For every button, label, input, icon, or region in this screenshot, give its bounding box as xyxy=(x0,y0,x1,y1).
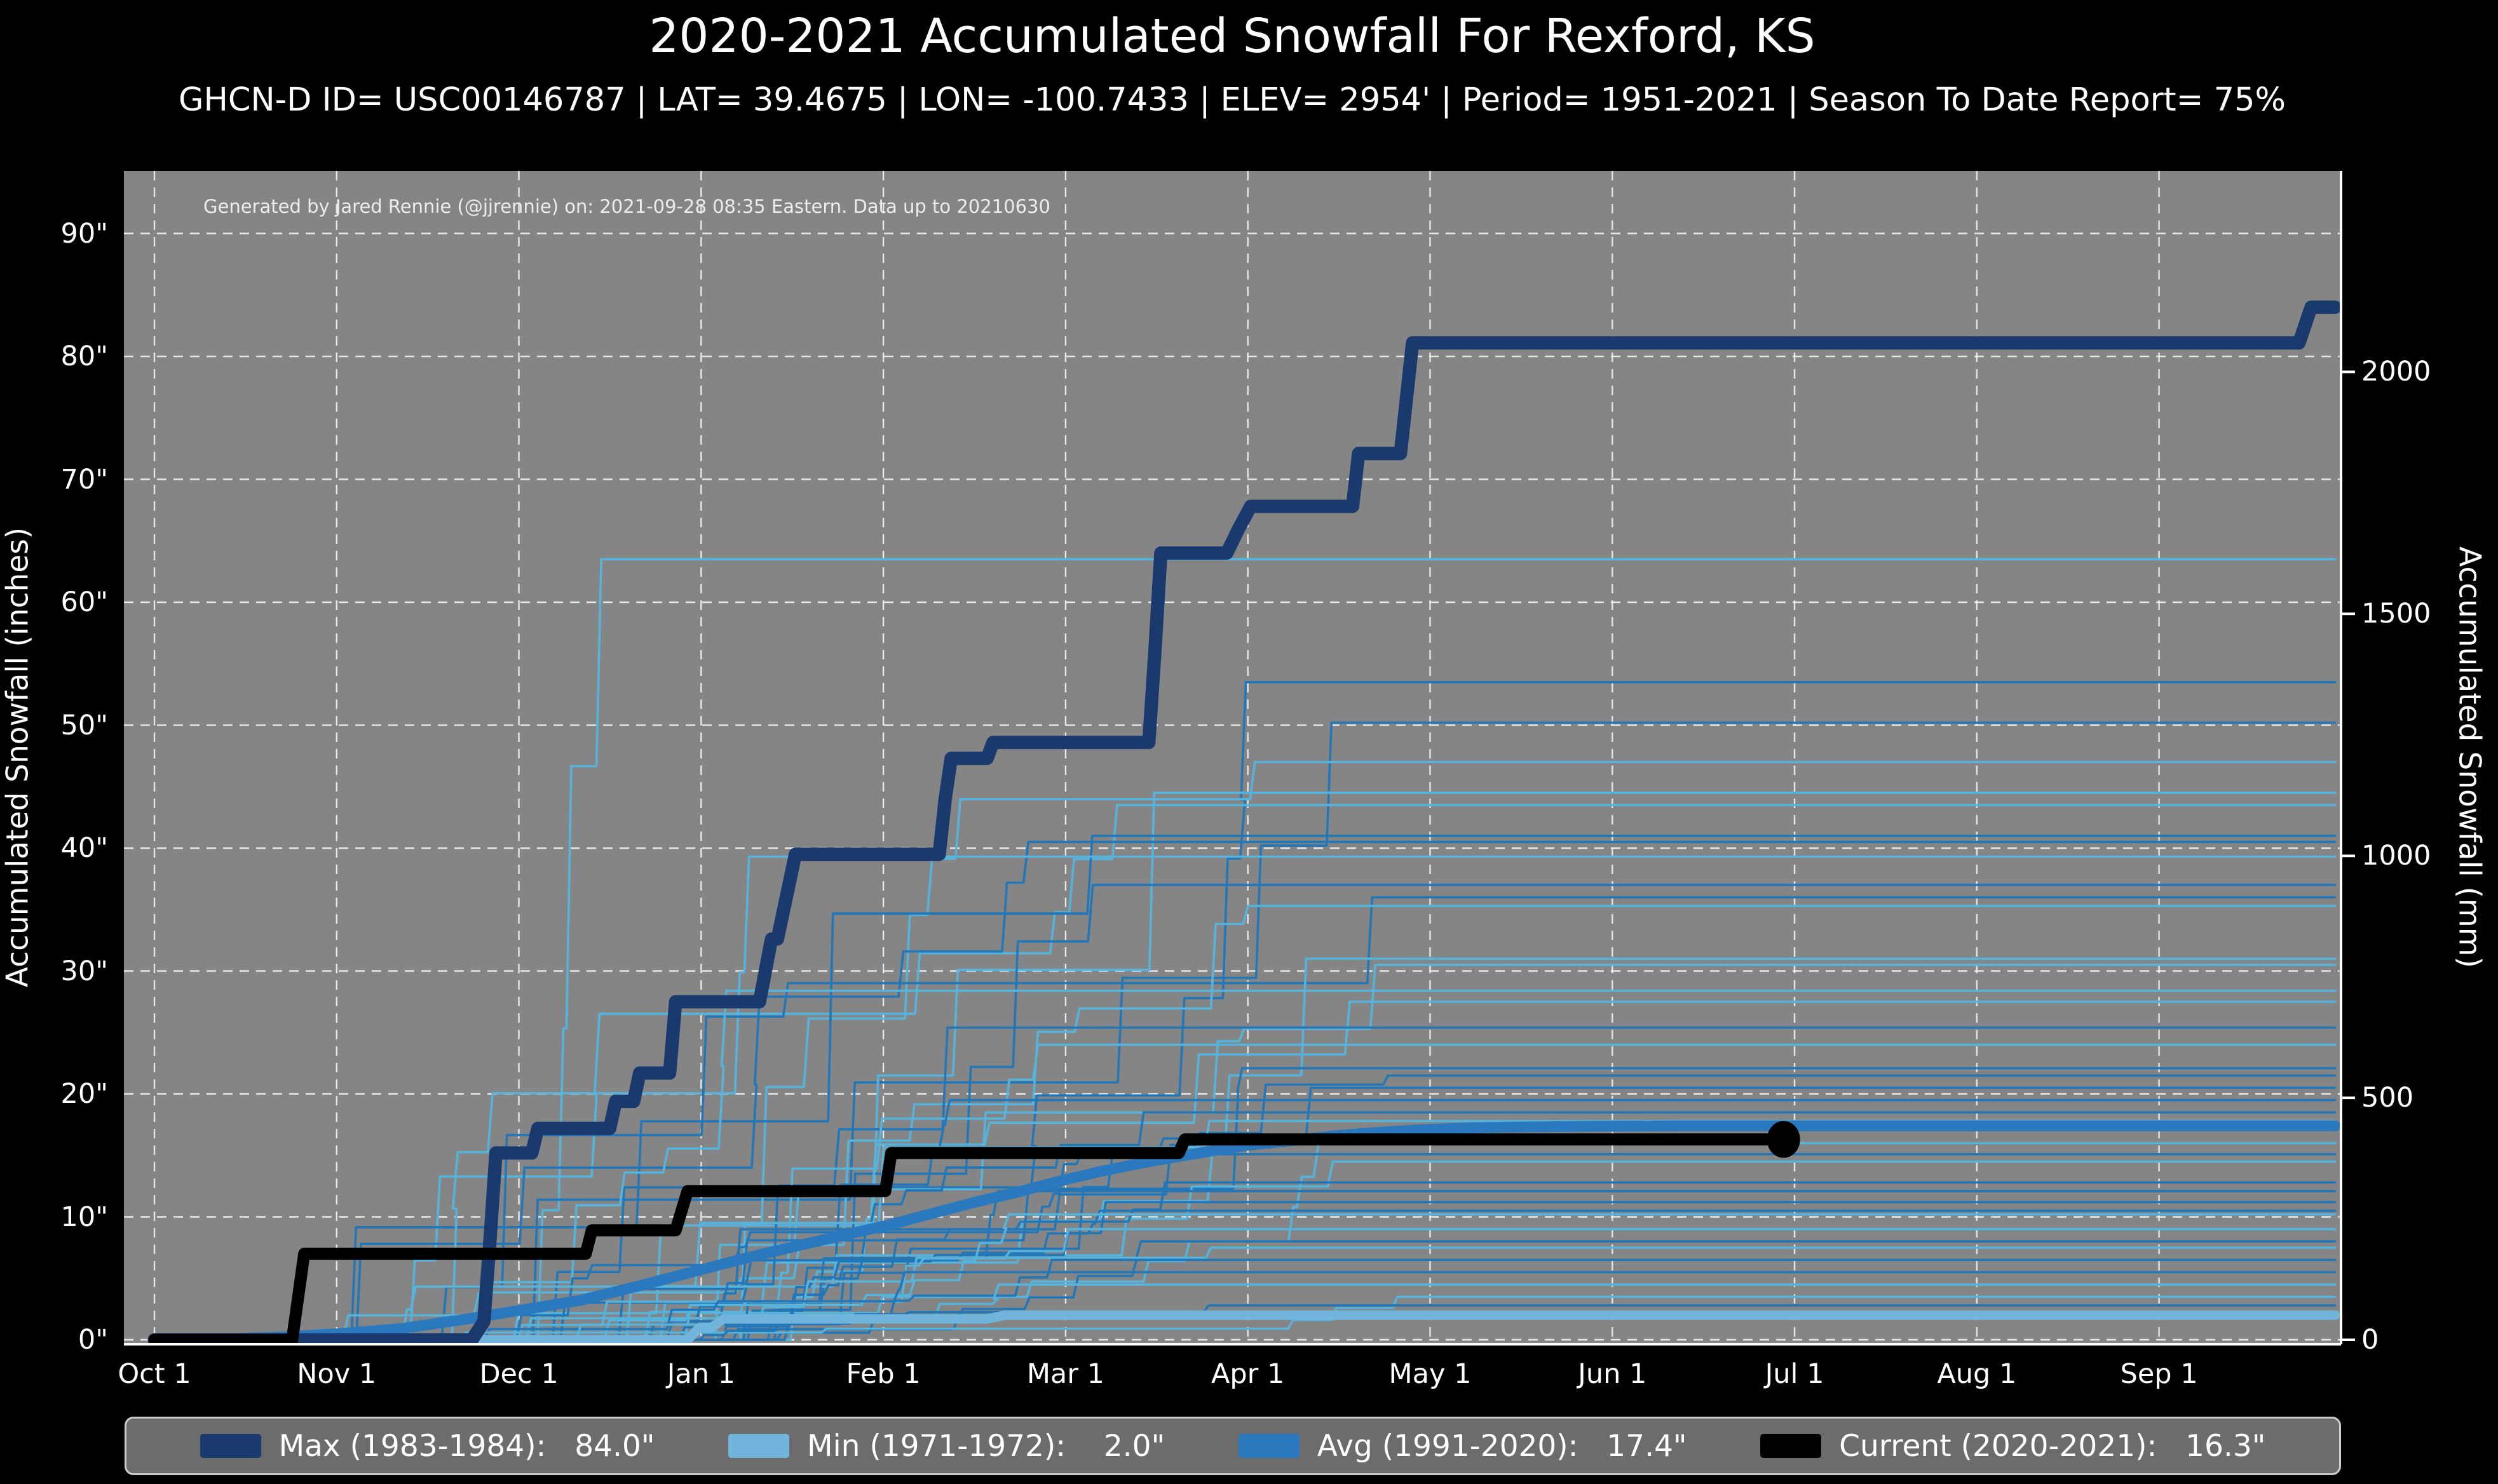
y-tick-label-inches: 60" xyxy=(60,586,109,618)
history-line xyxy=(153,1210,2337,1341)
x-tick-label: Jun 1 xyxy=(1578,1358,1647,1390)
legend-item: Avg (1991-2020): 17.4" xyxy=(1238,1428,1687,1464)
history-line xyxy=(153,1142,2337,1341)
y-tick-label-inches: 70" xyxy=(60,463,109,496)
avg-line xyxy=(149,1120,2341,1344)
history-line xyxy=(153,1201,2337,1341)
history-line xyxy=(153,1213,2337,1341)
x-tick-label: Dec 1 xyxy=(479,1358,559,1390)
y-tick-label-inches: 90" xyxy=(60,217,109,250)
legend-label: Min (1971-1972): 2.0" xyxy=(807,1428,1165,1464)
history-line xyxy=(153,884,2337,1341)
y-tick-label-inches: 80" xyxy=(60,341,109,372)
y-tick-label-inches: 30" xyxy=(60,955,109,987)
x-tick-label: Jan 1 xyxy=(667,1358,735,1390)
y-tick-label-mm: 500 xyxy=(2361,1082,2414,1114)
legend-swatch-icon xyxy=(728,1434,790,1458)
x-tick-label: Oct 1 xyxy=(118,1358,191,1390)
station-subtitle: GHCN-D ID= USC00146787 | LAT= 39.4675 | … xyxy=(179,81,2286,119)
plot-lines xyxy=(124,171,2341,1344)
credit-note: Generated by Jared Rennie (@jjrennie) on… xyxy=(203,196,1050,217)
legend-swatch-icon xyxy=(1760,1434,1822,1458)
history-line xyxy=(153,1086,2337,1341)
history-line xyxy=(153,721,2337,1341)
legend-item: Current (2020-2021): 16.3" xyxy=(1760,1429,2265,1464)
legend-swatch-icon xyxy=(1238,1434,1300,1458)
x-tick-label: May 1 xyxy=(1388,1358,1472,1390)
x-tick-label: Nov 1 xyxy=(297,1358,377,1390)
legend-label: Current (2020-2021): 16.3" xyxy=(1839,1428,2266,1464)
y-tick-label-inches: 40" xyxy=(60,832,109,864)
history-line xyxy=(153,1258,2337,1341)
y-tick-label-inches: 10" xyxy=(60,1201,109,1233)
current-end-marker xyxy=(1767,1121,1800,1158)
legend-label: Max (1983-1984): 84.0" xyxy=(278,1428,655,1464)
x-tick-label: Jul 1 xyxy=(1765,1358,1824,1390)
y-tick-label-mm: 0 xyxy=(2361,1324,2379,1356)
x-tick-label: Aug 1 xyxy=(1937,1358,2017,1390)
x-tick-label: Apr 1 xyxy=(1211,1358,1285,1390)
legend-swatch-icon xyxy=(200,1434,261,1458)
y-axis-title-mm: Accumulated Snowfall (mm) xyxy=(2452,546,2487,968)
current-line xyxy=(148,1133,1796,1344)
history-line xyxy=(153,1043,2337,1341)
history-line xyxy=(153,804,2337,1341)
max-line xyxy=(147,300,2341,1344)
y-tick-label-mm: 2000 xyxy=(2361,356,2431,388)
y-tick-label-mm: 1500 xyxy=(2361,598,2431,630)
history-line xyxy=(153,1111,2337,1341)
history-line xyxy=(153,1153,2337,1341)
history-line xyxy=(153,558,2337,1341)
y-tick-label-inches: 0" xyxy=(78,1324,108,1356)
legend-item: Min (1971-1972): 2.0" xyxy=(728,1429,1165,1464)
x-tick-label: Mar 1 xyxy=(1026,1358,1104,1390)
y-tick-label-inches: 20" xyxy=(60,1078,109,1110)
y-tick-label-mm: 1000 xyxy=(2361,840,2431,872)
history-line xyxy=(153,896,2337,1341)
x-tick-label: Feb 1 xyxy=(846,1358,921,1390)
min-line xyxy=(149,1310,2340,1344)
legend-item: Max (1983-1984): 84.0" xyxy=(200,1429,655,1464)
history-line xyxy=(153,840,2337,1341)
page-title: 2020-2021 Accumulated Snowfall For Rexfo… xyxy=(649,9,1816,64)
legend: Max (1983-1984): 84.0" Min (1971-1972): 2… xyxy=(125,1417,2341,1475)
x-tick-label: Sep 1 xyxy=(2120,1358,2198,1390)
legend-label: Avg (1991-2020): 17.4" xyxy=(1317,1428,1687,1464)
y-tick-label-inches: 50" xyxy=(60,709,109,741)
